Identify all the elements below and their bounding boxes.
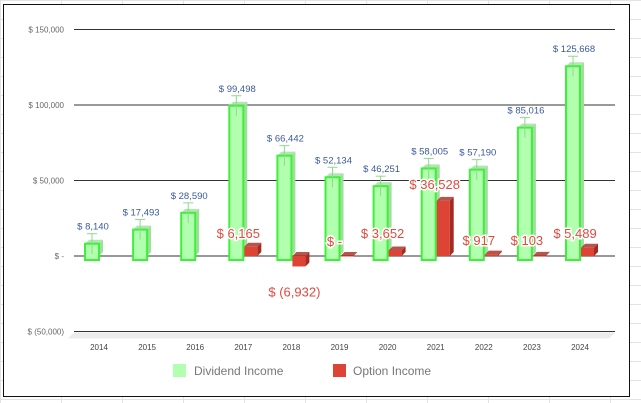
dividend-data-label: $ 17,493 xyxy=(123,208,160,219)
x-tick-label: 2020 xyxy=(379,343,397,352)
option-data-label: $ 917 xyxy=(463,233,496,248)
legend-label-option: Option Income xyxy=(353,364,431,378)
option-bar-top xyxy=(244,242,262,247)
option-bar-side xyxy=(545,251,550,256)
option-bar-side xyxy=(497,250,502,256)
option-bar xyxy=(340,256,354,257)
x-tick-label: 2015 xyxy=(138,343,156,352)
dividend-bar-top xyxy=(85,239,103,244)
option-bar-side xyxy=(401,246,406,256)
option-bar-side xyxy=(305,252,310,267)
option-data-label: $ (6,932) xyxy=(268,284,320,299)
dividend-data-label: $ 99,498 xyxy=(219,84,256,95)
option-bar xyxy=(388,250,402,256)
option-bar-top xyxy=(532,251,550,256)
option-bar xyxy=(292,256,306,267)
x-tick-label: 2018 xyxy=(283,343,301,352)
dividend-data-label: $ 125,668 xyxy=(553,44,595,55)
option-data-label: $ 6,165 xyxy=(217,226,260,241)
option-bar-top xyxy=(388,246,406,251)
option-bar-top xyxy=(292,252,310,256)
option-bar-side xyxy=(594,243,598,256)
dividend-data-label: $ 85,016 xyxy=(507,106,544,117)
dividend-bar xyxy=(276,154,293,261)
option-bar xyxy=(581,247,594,256)
dividend-data-label: $ 8,140 xyxy=(77,222,109,233)
dividend-bar-top xyxy=(566,62,584,67)
legend-swatch-option xyxy=(333,364,346,377)
option-bar xyxy=(532,255,546,257)
x-tick-label: 2014 xyxy=(90,343,108,352)
x-tick-label: 2024 xyxy=(571,343,589,352)
option-bar-side xyxy=(257,242,262,256)
dividend-bar-top xyxy=(373,182,392,187)
y-tick-label: $ - xyxy=(55,252,65,261)
dividend-bar-top xyxy=(421,164,440,169)
dividend-data-label: $ 58,005 xyxy=(411,146,448,157)
dividend-data-label: $ 46,251 xyxy=(363,164,400,175)
option-bar xyxy=(484,254,498,256)
option-data-label: $ 103 xyxy=(511,233,544,248)
chart-floor xyxy=(68,332,615,339)
y-tick-label: $ 50,000 xyxy=(33,177,65,186)
option-bar xyxy=(436,200,450,256)
option-data-label: $ 36,528 xyxy=(409,177,460,192)
option-data-label: $ 5,489 xyxy=(553,226,596,241)
x-tick-label: 2021 xyxy=(427,343,445,352)
option-bar-top xyxy=(436,196,454,201)
y-tick-label: $ (50,000) xyxy=(28,328,65,337)
option-bar-top xyxy=(484,250,502,255)
option-bar xyxy=(244,246,258,256)
dividend-data-label: $ 52,134 xyxy=(315,155,352,166)
y-tick-label: $ 150,000 xyxy=(28,26,64,35)
option-bar-side xyxy=(449,196,454,256)
option-bar-top xyxy=(340,252,358,256)
dividend-bar xyxy=(372,185,389,262)
dividend-data-label: $ 66,442 xyxy=(267,134,304,145)
legend-swatch-dividend xyxy=(173,364,186,377)
option-data-label: $ 3,652 xyxy=(361,226,404,241)
dividend-bar-top xyxy=(325,173,344,178)
dividend-bar-top xyxy=(517,123,536,128)
option-bar-top xyxy=(581,243,598,248)
x-tick-label: 2016 xyxy=(186,343,204,352)
dividend-data-label: $ 57,190 xyxy=(459,148,496,159)
x-tick-label: 2017 xyxy=(234,343,252,352)
x-tick-label: 2023 xyxy=(523,343,541,352)
legend-label-dividend: Dividend Income xyxy=(194,364,284,378)
x-tick-label: 2022 xyxy=(475,343,493,352)
option-data-label: $ - xyxy=(327,234,342,249)
dividend-data-label: $ 28,590 xyxy=(171,191,208,202)
x-tick-label: 2019 xyxy=(331,343,349,352)
y-tick-label: $ 100,000 xyxy=(28,101,64,110)
